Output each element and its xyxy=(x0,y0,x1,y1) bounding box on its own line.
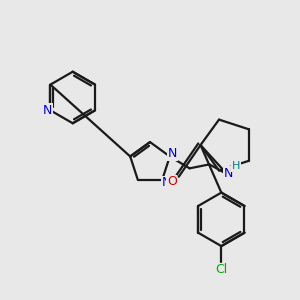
Text: N: N xyxy=(161,176,171,189)
Text: N: N xyxy=(168,147,177,160)
Text: O: O xyxy=(167,175,177,188)
Text: N: N xyxy=(224,167,233,180)
Text: H: H xyxy=(232,161,240,171)
Text: N: N xyxy=(43,104,52,117)
Text: Cl: Cl xyxy=(215,263,227,276)
